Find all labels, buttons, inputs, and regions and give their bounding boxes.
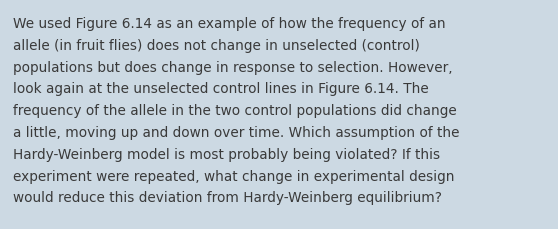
Text: look again at the unselected control lines in Figure 6.14. The: look again at the unselected control lin… bbox=[13, 82, 429, 96]
Text: allele (in fruit flies) does not change in unselected (control): allele (in fruit flies) does not change … bbox=[13, 39, 420, 53]
Text: populations but does change in response to selection. However,: populations but does change in response … bbox=[13, 60, 453, 74]
Text: a little, moving up and down over time. Which assumption of the: a little, moving up and down over time. … bbox=[13, 125, 459, 139]
Text: Hardy-Weinberg model is most probably being violated? If this: Hardy-Weinberg model is most probably be… bbox=[13, 147, 440, 161]
Text: We used Figure 6.14 as an example of how the frequency of an: We used Figure 6.14 as an example of how… bbox=[13, 17, 446, 31]
Text: frequency of the allele in the two control populations did change: frequency of the allele in the two contr… bbox=[13, 104, 457, 118]
Text: experiment were repeated, what change in experimental design: experiment were repeated, what change in… bbox=[13, 169, 455, 183]
Text: would reduce this deviation from Hardy-Weinberg equilibrium?: would reduce this deviation from Hardy-W… bbox=[13, 191, 442, 204]
